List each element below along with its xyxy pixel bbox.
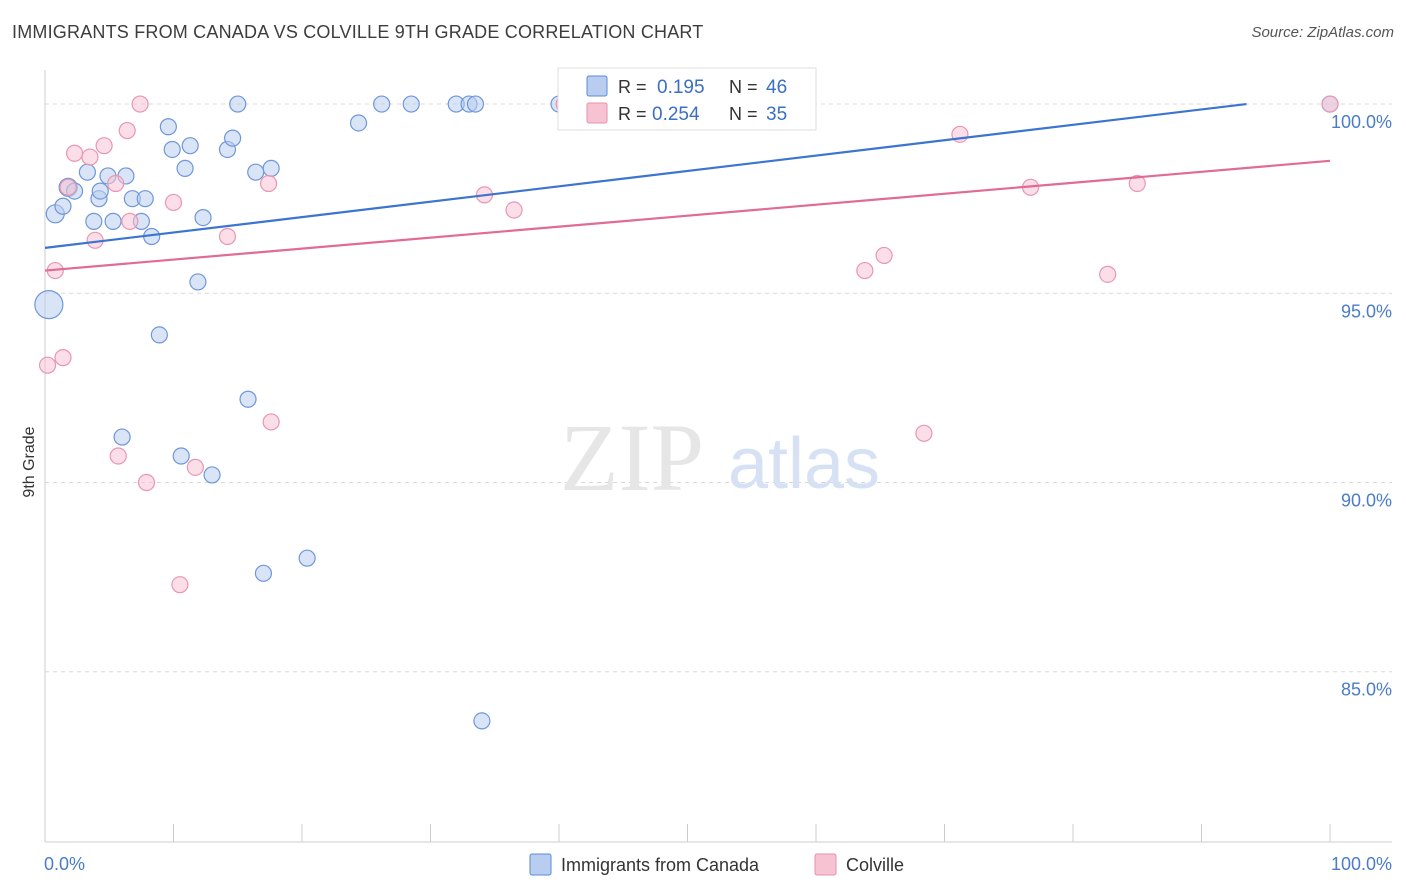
point-colville xyxy=(131,95,149,113)
x-tick-labels: 0.0% 100.0% xyxy=(44,854,1392,874)
y-tick-label: 90.0% xyxy=(1341,490,1392,510)
y-axis-label: 9th Grade xyxy=(21,426,38,497)
point-canada xyxy=(203,466,221,484)
point-colville xyxy=(107,174,125,193)
legend-r-value: 0.254 xyxy=(652,104,700,125)
point-colville xyxy=(262,413,280,431)
source-label: Source: ZipAtlas.com xyxy=(1251,24,1394,41)
legend-swatch-pink xyxy=(586,102,608,124)
legend-n-label: N = xyxy=(729,104,758,124)
point-canada xyxy=(189,273,207,291)
point-colville xyxy=(186,458,204,476)
point-canada xyxy=(172,447,190,465)
point-colville xyxy=(218,227,237,246)
legend-swatch-blue xyxy=(586,75,608,97)
y-tick-label: 100.0% xyxy=(1331,112,1392,132)
trend-line-colville xyxy=(44,159,1331,272)
y-tick-labels: 85.0% 90.0% 95.0% 100.0% xyxy=(1331,112,1392,700)
point-canada xyxy=(262,159,280,177)
point-canada xyxy=(159,118,177,136)
point-canada xyxy=(54,197,72,215)
point-canada xyxy=(85,212,103,230)
point-colville xyxy=(1128,174,1146,193)
chart-title: IMMIGRANTS FROM CANADA VS COLVILLE 9TH G… xyxy=(12,22,704,42)
watermark-zip: ZIP xyxy=(560,404,704,511)
grid-lines xyxy=(45,103,1392,673)
point-canada xyxy=(181,137,199,155)
point-colville xyxy=(95,137,113,155)
point-canada xyxy=(34,290,64,320)
point-canada xyxy=(163,140,181,159)
point-canada xyxy=(176,159,194,177)
point-canada xyxy=(136,190,154,208)
point-colville xyxy=(137,473,156,492)
point-canada xyxy=(247,163,265,181)
point-canada xyxy=(402,95,420,113)
point-colville xyxy=(54,349,72,367)
x-tick-label: 100.0% xyxy=(1331,854,1392,874)
point-colville xyxy=(171,576,189,594)
legend-n-value: 35 xyxy=(766,104,787,125)
point-canada xyxy=(298,549,316,567)
point-colville xyxy=(259,174,278,193)
point-canada xyxy=(78,163,97,181)
point-canada xyxy=(150,326,168,344)
x-tick-label: 0.0% xyxy=(44,854,85,874)
point-colville xyxy=(164,193,183,212)
trend-line-canada xyxy=(44,102,1247,249)
point-canada xyxy=(224,129,242,147)
watermark-atlas: atlas xyxy=(728,424,880,504)
point-colville xyxy=(65,144,84,162)
point-colville xyxy=(856,261,874,280)
axes xyxy=(44,70,1392,843)
legend-n-label: N = xyxy=(729,77,758,97)
point-canada xyxy=(113,428,131,446)
series-swatch-pink xyxy=(814,853,837,876)
point-canada xyxy=(349,114,368,132)
legend-r-label: R = xyxy=(618,77,647,97)
point-canada xyxy=(194,208,212,227)
point-canada xyxy=(473,712,491,730)
legend-n-value: 46 xyxy=(766,77,787,98)
trend-lines xyxy=(44,102,1331,272)
series-name-colville: Colville xyxy=(846,855,904,875)
series-name-canada: Immigrants from Canada xyxy=(561,855,760,875)
point-colville xyxy=(38,356,57,374)
point-colville xyxy=(121,212,139,230)
point-canada xyxy=(104,212,122,230)
point-colville xyxy=(109,447,127,465)
series-swatch-blue xyxy=(529,853,552,876)
legend: R = 0.195 N = 46 R = 0.254 N = 35 xyxy=(557,67,817,131)
point-canada xyxy=(239,390,257,408)
point-colville xyxy=(118,121,136,140)
point-colville xyxy=(1099,265,1117,283)
point-colville xyxy=(1321,95,1339,113)
watermark: ZIP atlas xyxy=(560,404,880,511)
point-canada xyxy=(254,564,273,582)
legend-r-label: R = xyxy=(618,104,647,124)
point-canada xyxy=(91,182,109,200)
point-colville xyxy=(59,178,77,196)
series-legend: Immigrants from Canada Colville xyxy=(529,853,904,876)
point-colville xyxy=(875,246,893,265)
point-canada xyxy=(229,95,247,113)
y-tick-label: 95.0% xyxy=(1341,301,1392,321)
point-colville xyxy=(505,201,523,219)
point-colville xyxy=(915,424,933,442)
legend-r-value: 0.195 xyxy=(657,77,705,98)
point-canada xyxy=(373,95,391,113)
y-tick-label: 85.0% xyxy=(1341,680,1392,700)
point-canada xyxy=(466,95,485,113)
point-colville xyxy=(81,148,99,166)
